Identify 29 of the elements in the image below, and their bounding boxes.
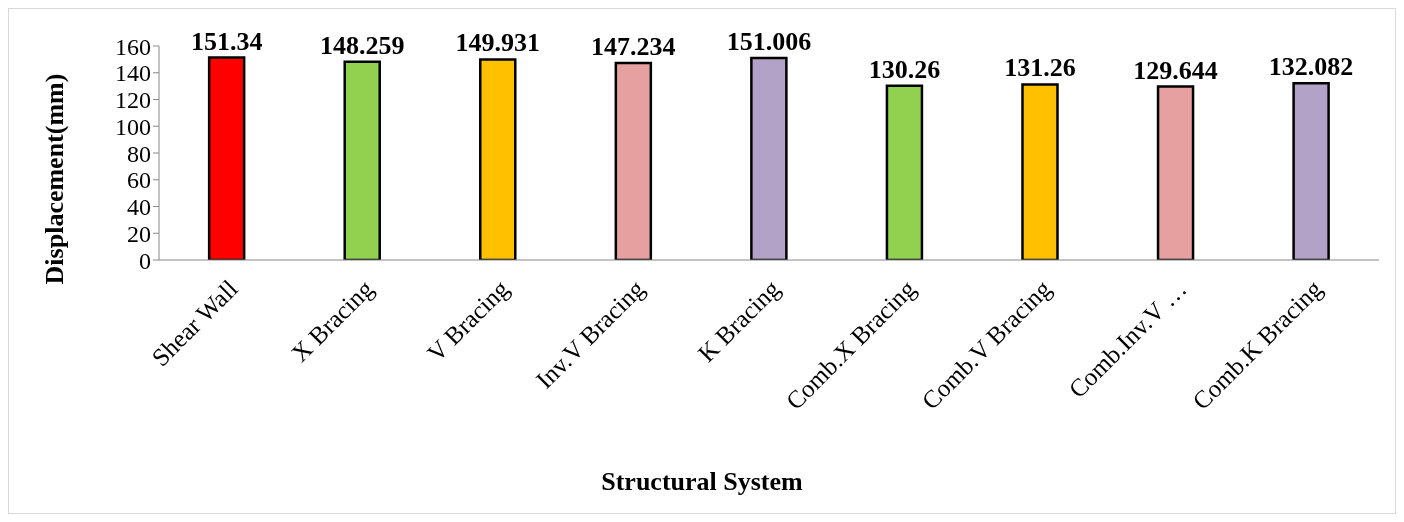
data-label: 149.931 bbox=[455, 28, 541, 58]
data-label: 130.26 bbox=[868, 54, 941, 84]
bar bbox=[750, 56, 788, 260]
bar bbox=[614, 61, 653, 260]
y-tick-label: 160 bbox=[115, 33, 151, 60]
y-tick-label: 80 bbox=[127, 140, 151, 167]
data-label: 147.234 bbox=[591, 32, 676, 62]
bar bbox=[885, 84, 924, 260]
y-tick-label: 40 bbox=[127, 194, 151, 221]
y-axis-title: Displacement(mm) bbox=[40, 73, 70, 285]
bar bbox=[1021, 83, 1059, 260]
x-axis-title: Structural System bbox=[600, 467, 804, 497]
data-label: 131.26 bbox=[1004, 53, 1076, 83]
y-tick-label: 140 bbox=[115, 60, 151, 87]
bar bbox=[343, 60, 381, 260]
bar bbox=[479, 58, 517, 260]
y-tick-label: 120 bbox=[115, 87, 151, 114]
y-tick-label: 100 bbox=[115, 113, 151, 140]
bar bbox=[1156, 85, 1195, 260]
data-label: 151.006 bbox=[726, 27, 812, 57]
bar bbox=[1292, 82, 1330, 260]
data-label: 151.34 bbox=[190, 26, 263, 56]
y-tick-label: 0 bbox=[139, 247, 151, 274]
y-tick-label: 60 bbox=[127, 167, 151, 194]
data-label: 148.259 bbox=[319, 30, 405, 60]
bar bbox=[207, 56, 246, 260]
y-tick-label: 20 bbox=[127, 220, 151, 247]
data-label: 132.082 bbox=[1268, 52, 1354, 82]
data-label: 129.644 bbox=[1133, 55, 1218, 85]
